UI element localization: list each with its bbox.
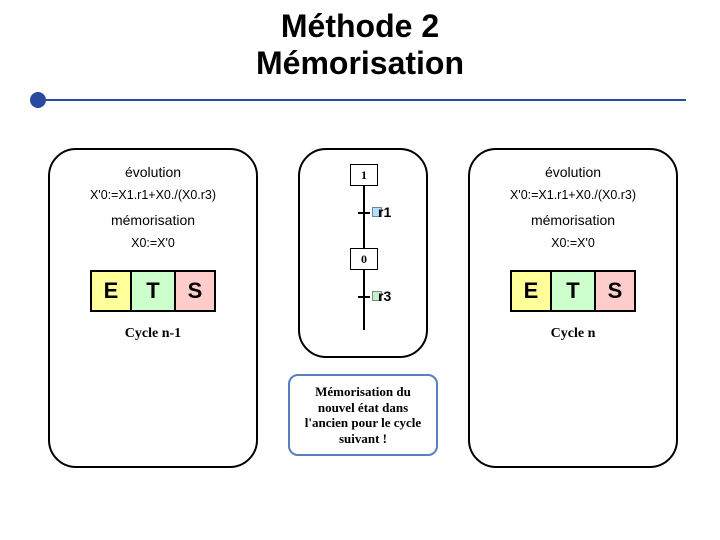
grafcet-vline-2 <box>363 270 365 330</box>
grafcet-step-0: 0 <box>350 248 378 270</box>
grafcet-tick-r3 <box>358 296 370 298</box>
left-ets-s: S <box>174 270 216 312</box>
right-equation: X'0:=X1.r1+X0./(X0.r3) <box>480 188 666 202</box>
left-ets-group: E T S <box>60 270 246 312</box>
right-memorisation-label: mémorisation <box>480 212 666 228</box>
left-ets-e: E <box>90 270 132 312</box>
panel-right-inner: évolution X'0:=X1.r1+X0./(X0.r3) mémoris… <box>470 150 676 466</box>
panel-mid-inner: 1 r1 0 r3 <box>300 150 426 356</box>
left-evolution-label: évolution <box>60 164 246 180</box>
left-equation: X'0:=X1.r1+X0./(X0.r3) <box>60 188 246 202</box>
grafcet-label-r1: r1 <box>378 204 391 220</box>
left-ets-t: T <box>132 270 174 312</box>
panel-mid: 1 r1 0 r3 <box>298 148 428 358</box>
left-memorisation-label: mémorisation <box>60 212 246 228</box>
right-assignment: X0:=X'0 <box>480 236 666 250</box>
grafcet-tick-r1 <box>358 212 370 214</box>
right-ets-group: E T S <box>480 270 666 312</box>
right-ets-e: E <box>510 270 552 312</box>
right-evolution-label: évolution <box>480 164 666 180</box>
diagram-stage: évolution X'0:=X1.r1+X0./(X0.r3) mémoris… <box>0 0 720 540</box>
right-ets-s: S <box>594 270 636 312</box>
right-cycle-label: Cycle n <box>480 326 666 342</box>
panel-left: évolution X'0:=X1.r1+X0./(X0.r3) mémoris… <box>48 148 258 468</box>
panel-left-inner: évolution X'0:=X1.r1+X0./(X0.r3) mémoris… <box>50 150 256 466</box>
left-assignment: X0:=X'0 <box>60 236 246 250</box>
panel-right: évolution X'0:=X1.r1+X0./(X0.r3) mémoris… <box>468 148 678 468</box>
grafcet-vline-1 <box>363 186 365 248</box>
grafcet-label-r3: r3 <box>378 288 391 304</box>
left-cycle-label: Cycle n-1 <box>60 326 246 342</box>
callout-box: Mémorisation du nouvel état dans l'ancie… <box>288 374 438 456</box>
right-ets-t: T <box>552 270 594 312</box>
grafcet-step-1: 1 <box>350 164 378 186</box>
